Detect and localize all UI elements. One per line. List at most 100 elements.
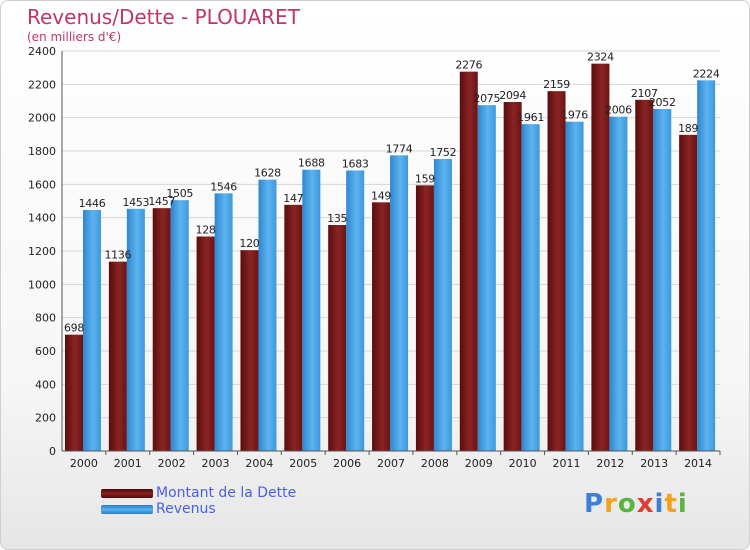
bar-revenus [565, 121, 584, 452]
data-label-revenus: 2052 [649, 96, 676, 109]
logo-letter: x [636, 489, 655, 519]
bar-revenus [653, 109, 672, 451]
data-label-dette: 2107 [631, 87, 658, 100]
y-tick-label: 600 [35, 345, 56, 358]
bar-revenus [390, 155, 409, 452]
x-tick-label: 2010 [509, 457, 537, 470]
bars [65, 63, 716, 452]
bar-revenus [170, 200, 189, 451]
y-tick-label: 1600 [28, 178, 56, 191]
bar-dette [240, 250, 259, 451]
data-label-revenus: 2224 [693, 67, 720, 80]
y-tick-label: 1400 [28, 212, 56, 225]
chart-subtitle: (en milliers d'€) [27, 30, 122, 44]
data-label-dette: 1457 [148, 195, 175, 208]
x-tick-label: 2011 [552, 457, 580, 470]
x-tick-label: 2001 [114, 457, 142, 470]
bar-dette [108, 261, 127, 451]
bar-dette [591, 63, 610, 452]
logo-letter: o [617, 489, 637, 519]
x-tick-label: 2008 [421, 457, 449, 470]
data-label-revenus: 1546 [210, 180, 237, 193]
bar-revenus [346, 170, 365, 451]
data-label-revenus: 1683 [342, 158, 369, 171]
data-label-dette: 149 [371, 189, 391, 202]
data-label-dette: 189 [678, 122, 698, 135]
data-label-revenus: 1961 [517, 111, 544, 124]
bar-dette [635, 99, 654, 451]
data-label-revenus: 1446 [79, 197, 106, 210]
data-label-dette: 2159 [543, 78, 570, 91]
data-label-revenus: 2006 [605, 104, 632, 117]
data-label-dette: 2094 [499, 89, 526, 102]
bar-revenus [126, 208, 145, 451]
bar-dette [459, 71, 478, 452]
x-tick-label: 2003 [202, 457, 230, 470]
data-label-revenus: 1628 [254, 167, 281, 180]
bar-dette [503, 102, 522, 451]
legend-swatch-dette [101, 489, 153, 498]
bar-dette [65, 334, 83, 451]
y-tick-label: 1800 [28, 145, 56, 158]
bar-dette [415, 185, 434, 452]
y-tick-label: 200 [35, 412, 56, 425]
bar-dette [284, 204, 303, 451]
bar-revenus [697, 80, 716, 451]
bar-revenus [83, 210, 101, 451]
y-tick-label: 1200 [28, 245, 56, 258]
y-tick-label: 400 [35, 378, 56, 391]
data-label-revenus: 2075 [473, 92, 500, 105]
data-label-dette: 698 [64, 322, 84, 335]
bar-dette [547, 91, 566, 452]
x-tick-label: 2005 [289, 457, 317, 470]
bar-revenus [609, 116, 628, 452]
data-label-dette: 1136 [104, 249, 131, 262]
x-tick-label: 2007 [377, 457, 405, 470]
logo-letter: i [654, 489, 665, 519]
data-label-revenus: 1505 [166, 187, 193, 200]
data-label-dette: 120 [239, 237, 259, 250]
y-tick-label: 2000 [28, 112, 56, 125]
chart-title: Revenus/Dette - PLOUARET [27, 5, 300, 29]
bar-dette [372, 202, 391, 451]
x-tick-label: 2006 [333, 457, 361, 470]
bar-dette [679, 134, 698, 452]
bar-revenus [258, 179, 277, 451]
logo-letter: r [604, 489, 618, 519]
y-tick-label: 2400 [28, 45, 56, 58]
data-label-dette: 147 [283, 192, 303, 205]
x-tick-label: 2012 [596, 457, 624, 470]
data-label-dette: 2276 [455, 59, 482, 72]
axes: 0 200 400 600 800 1000 1200 1400 1600 1800 2000 220… [28, 45, 721, 470]
proxiti-logo: Proxiti [584, 489, 688, 519]
data-label-dette: 135 [327, 212, 347, 225]
bar-revenus [302, 169, 321, 451]
bar-revenus [214, 193, 233, 452]
data-label-revenus: 1752 [430, 146, 457, 159]
y-tick-label: 2200 [28, 78, 56, 91]
bar-dette [196, 236, 215, 451]
x-tick-label: 2002 [158, 457, 186, 470]
bar-revenus [433, 159, 452, 451]
y-tick-label: 800 [35, 312, 56, 325]
y-tick-label: 1000 [28, 278, 56, 291]
x-tick-label: 2009 [465, 457, 493, 470]
data-label-dette: 159 [415, 172, 435, 185]
data-label-dette: 2324 [587, 51, 614, 64]
x-tick-label: 2014 [684, 457, 712, 470]
bar-revenus [521, 124, 540, 452]
logo-letter: P [584, 489, 605, 519]
data-label-revenus: 1453 [122, 196, 149, 209]
data-label-revenus: 1976 [561, 109, 588, 122]
bar-dette [328, 225, 347, 451]
bar-revenus [477, 105, 496, 452]
legend-label-revenus: Revenus [156, 501, 216, 517]
legend-swatch-revenus [101, 505, 153, 514]
x-tick-label: 2000 [70, 457, 98, 470]
logo-letter: i [677, 489, 688, 519]
logo-letter: t [664, 489, 678, 519]
legend-label-dette: Montant de la Dette [156, 485, 297, 501]
